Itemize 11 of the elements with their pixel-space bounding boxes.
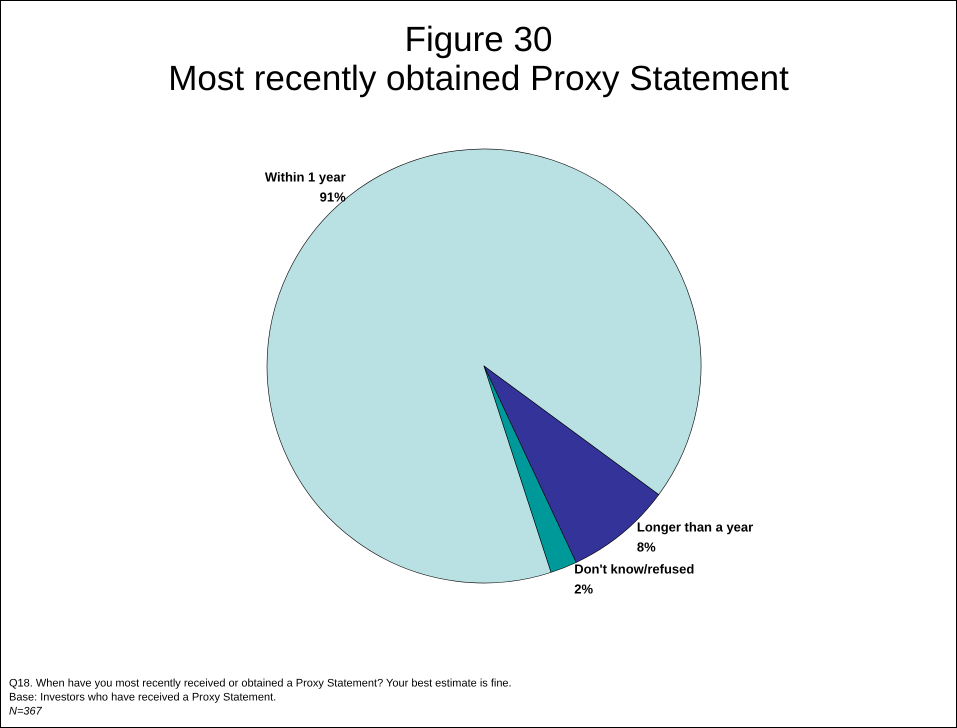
slice-label: Within 1 year	[264, 169, 346, 184]
text: N=367	[9, 706, 43, 718]
text: Base: Investors who have received a Proxy Statement.	[9, 692, 276, 704]
chart-title: Figure 30	[404, 20, 552, 59]
text: Q18. When have you most recently received or obtained a Proxy Statement? Your best estimate is fine.	[9, 678, 512, 690]
slice-label: Don't know/refused	[574, 561, 694, 576]
chart-subtitle: Most recently obtained Proxy Statement	[168, 59, 790, 98]
data-label: 2%	[574, 581, 594, 596]
data-label: 8%	[636, 539, 656, 554]
slice-label: Longer than a year	[636, 519, 754, 534]
data-label: 91%	[320, 189, 346, 204]
